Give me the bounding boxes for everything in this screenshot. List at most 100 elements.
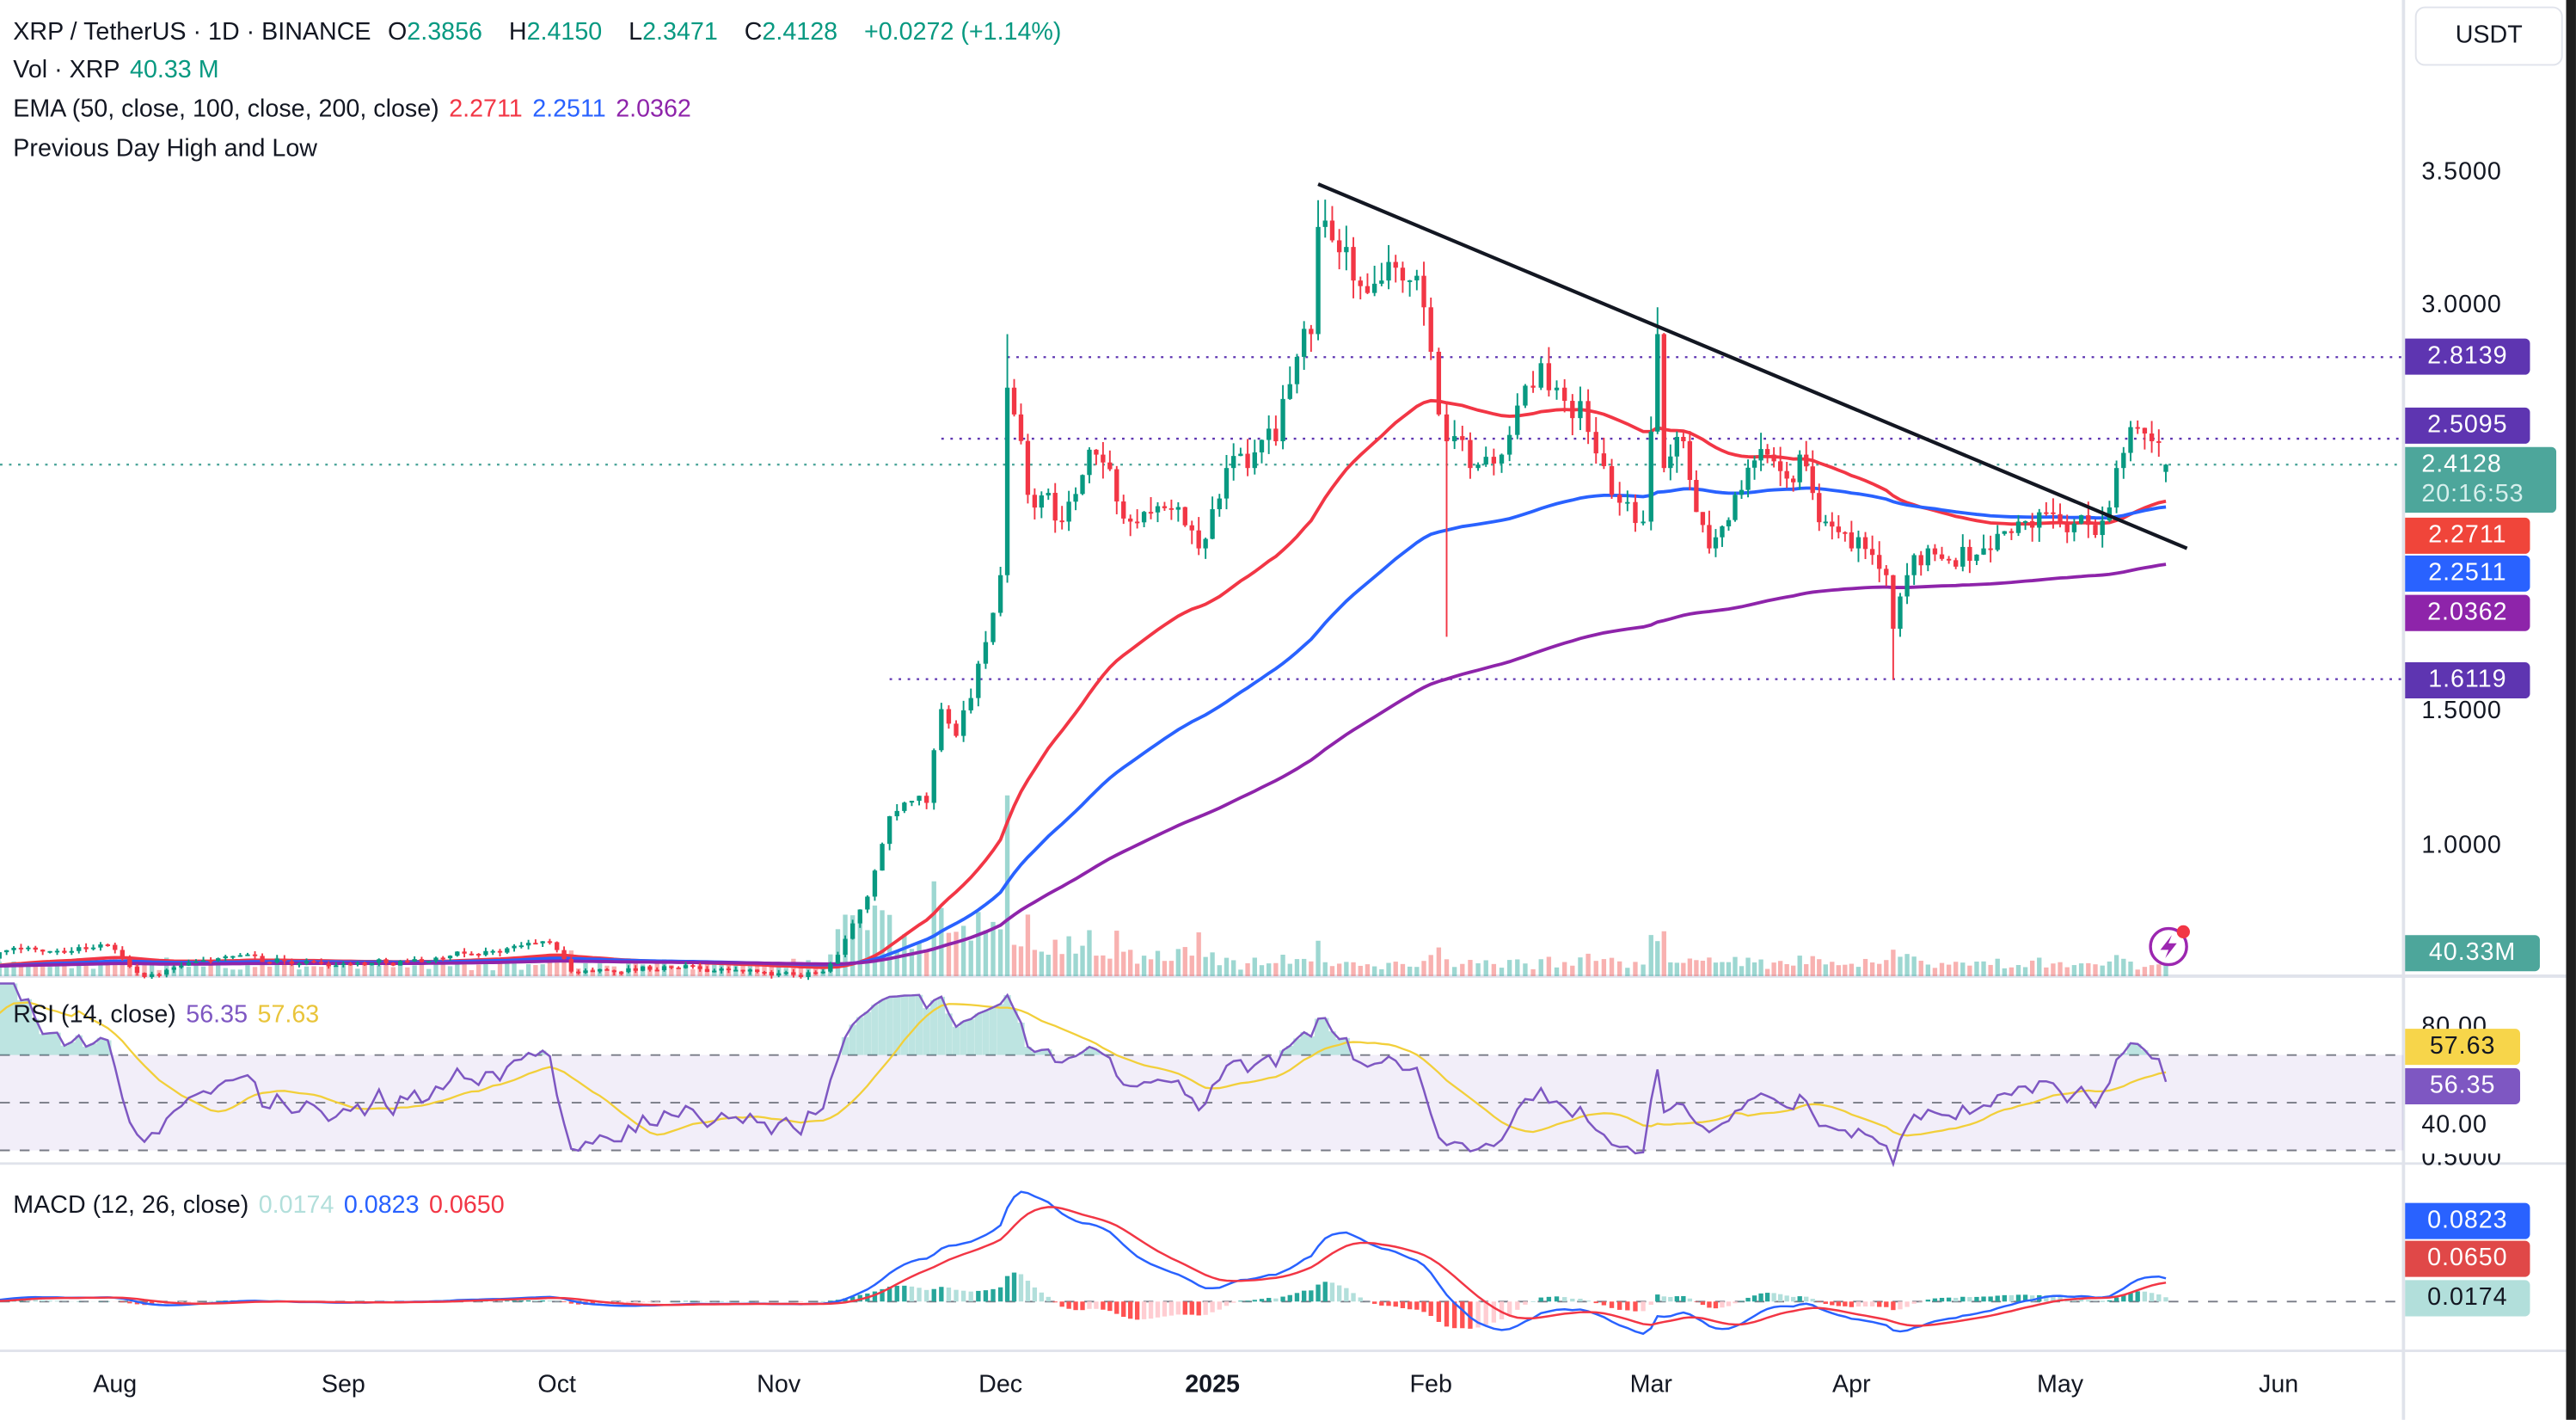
candle-body xyxy=(924,796,929,802)
candle-body xyxy=(1617,495,1622,502)
volume-label: Vol · XRP xyxy=(13,56,120,83)
macd-hist-bar xyxy=(1996,1295,2000,1301)
volume-bar xyxy=(1245,963,1249,976)
macd-hist-bar xyxy=(1641,1301,1645,1311)
macd-hist-bar xyxy=(1060,1301,1064,1306)
volume-bar xyxy=(1026,914,1030,976)
time-tick: Nov xyxy=(757,1371,800,1398)
macd-hist-bar xyxy=(1359,1298,1363,1302)
volume-bar xyxy=(1094,956,1098,976)
macd-hist-bar xyxy=(1033,1288,1037,1301)
macd-hist-bar xyxy=(561,1301,566,1302)
volume-bar xyxy=(1539,959,1543,976)
candle-body xyxy=(2016,521,2021,532)
candle-body xyxy=(1811,466,1815,493)
volume-bar xyxy=(1156,951,1160,976)
volume-bar xyxy=(2156,964,2161,976)
volume-bar xyxy=(1203,957,1207,976)
volume-bar xyxy=(1830,962,1834,976)
volume-bar xyxy=(224,968,228,975)
candle-body xyxy=(705,969,709,972)
rsi-badge: 56.35 xyxy=(2405,1068,2520,1104)
candle-body xyxy=(187,962,191,965)
volume-bar xyxy=(391,967,396,975)
symbol-title[interactable]: XRP / TetherUS · 1D · BINANCE xyxy=(13,18,371,46)
macd-hist-bar xyxy=(1203,1301,1207,1315)
volume-bar xyxy=(1625,968,1629,976)
candle-body xyxy=(2009,532,2014,533)
candle-body xyxy=(991,613,995,642)
symbol-legend[interactable]: XRP / TetherUS · 1D · BINANCE O2.3856 H2… xyxy=(13,13,1071,51)
candle-body xyxy=(555,942,559,950)
ema-legend[interactable]: EMA (50, close, 100, close, 200, close)2… xyxy=(13,90,701,128)
macd-hist-bar xyxy=(2163,1297,2168,1301)
candle-body xyxy=(1026,441,1030,495)
candle-body xyxy=(327,963,331,966)
volume-bar xyxy=(1919,961,1923,976)
volume-bar xyxy=(947,933,951,976)
candle-body xyxy=(1295,357,1299,384)
macd-hist-bar xyxy=(548,1300,552,1301)
currency-button[interactable]: USDT xyxy=(2415,7,2563,66)
time-tick: Aug xyxy=(93,1371,137,1398)
candle-body xyxy=(1033,495,1037,507)
candle-body xyxy=(1602,453,1606,466)
macd-hist-bar xyxy=(1080,1301,1084,1310)
candle-body xyxy=(405,961,409,962)
volume-bar xyxy=(1351,962,1355,976)
candle-body xyxy=(540,941,544,943)
volume-bar xyxy=(1610,958,1614,976)
volume-bar xyxy=(441,964,445,976)
time-tick: 2025 xyxy=(1185,1371,1240,1398)
ema50-badge: 2.2711 xyxy=(2405,518,2530,554)
candle-body xyxy=(1087,450,1091,475)
rsi-label: RSI (14, close) xyxy=(13,1001,176,1029)
candle-body xyxy=(1203,539,1207,549)
volume-bar xyxy=(1267,963,1271,976)
time-tick: Sep xyxy=(322,1371,365,1398)
volume-bar xyxy=(47,967,52,976)
macd-hist-bar xyxy=(1176,1301,1181,1314)
candle-body xyxy=(1210,509,1214,539)
time-tick: Apr xyxy=(1832,1371,1871,1398)
volume-bar xyxy=(1080,946,1084,976)
candle-body xyxy=(1372,284,1377,293)
lightning-icon[interactable] xyxy=(2150,925,2190,965)
candle-body xyxy=(77,947,81,951)
macd-hist-bar xyxy=(1515,1301,1519,1310)
candle-body xyxy=(383,959,388,962)
macd-hist-bar xyxy=(1421,1301,1426,1312)
volume-bar xyxy=(1302,959,1306,976)
candle-body xyxy=(1830,521,1834,526)
candle-body xyxy=(1771,455,1776,462)
candle-body xyxy=(462,951,466,953)
pdhl-legend[interactable]: Previous Day High and Low xyxy=(13,130,327,168)
volume-bar xyxy=(1507,960,1512,976)
candle-body xyxy=(961,710,966,736)
volume-bar xyxy=(426,969,431,976)
macd-hist-bar xyxy=(1142,1301,1146,1319)
rsi-tick: 40.00 xyxy=(2421,1111,2487,1139)
volume-bar xyxy=(1758,960,1763,976)
candle-body xyxy=(216,958,220,961)
candle-body xyxy=(1570,401,1574,418)
candle-body xyxy=(1681,437,1685,441)
candle-body xyxy=(1394,262,1398,268)
candle-body xyxy=(1649,432,1653,522)
volume-bar xyxy=(1452,967,1457,976)
candle-body xyxy=(1720,526,1724,538)
macd-hist-bar xyxy=(1280,1297,1285,1302)
candle-body xyxy=(1429,307,1433,352)
volume-bar xyxy=(1135,963,1139,975)
macd-hist-bar xyxy=(2143,1292,2147,1302)
volume-bar xyxy=(1197,932,1201,976)
candle-body xyxy=(910,801,914,802)
volume-bar xyxy=(1675,962,1679,976)
macd-hist-bar xyxy=(1019,1275,1023,1302)
volume-bar xyxy=(519,970,524,976)
macd-hist-bar xyxy=(1988,1296,1992,1301)
